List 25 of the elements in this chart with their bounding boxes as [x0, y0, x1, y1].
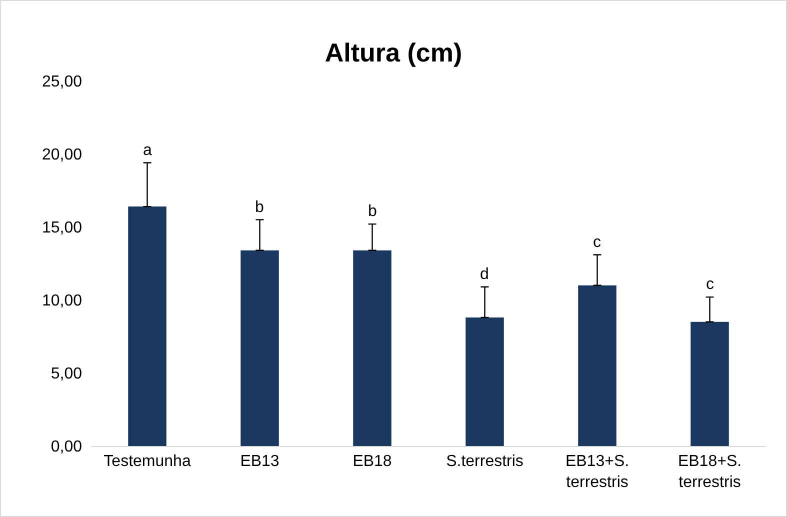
bar — [240, 250, 279, 446]
bar — [466, 318, 504, 446]
y-tick-label: 25,00 — [42, 74, 82, 91]
annotation: a — [143, 142, 152, 159]
annotation: b — [368, 203, 377, 220]
x-tick-label: EB18+S. terrestris — [678, 453, 742, 491]
annotation: b — [255, 199, 264, 216]
y-tick-label: 15,00 — [42, 220, 82, 237]
bar — [353, 250, 392, 446]
annotation: d — [480, 266, 489, 283]
x-tick-label: EB13 — [240, 453, 280, 470]
y-tick-label: 5,00 — [50, 366, 82, 383]
x-tick-label: EB18 — [352, 453, 392, 470]
x-tick-label: Testemunha — [104, 453, 191, 470]
bar — [578, 285, 616, 446]
x-tick-label: EB13+S. terrestris — [565, 453, 630, 491]
y-tick-label: 10,00 — [42, 292, 82, 310]
bar — [690, 322, 729, 446]
chart-title: Altura (cm) — [324, 38, 462, 68]
y-tick-label: 0,00 — [50, 438, 82, 456]
y-tick-label: 20,00 — [42, 146, 82, 164]
bar — [128, 206, 166, 446]
annotation: c — [593, 234, 601, 251]
x-tick-label: S.terrestris — [446, 453, 524, 470]
annotation: c — [706, 276, 714, 293]
